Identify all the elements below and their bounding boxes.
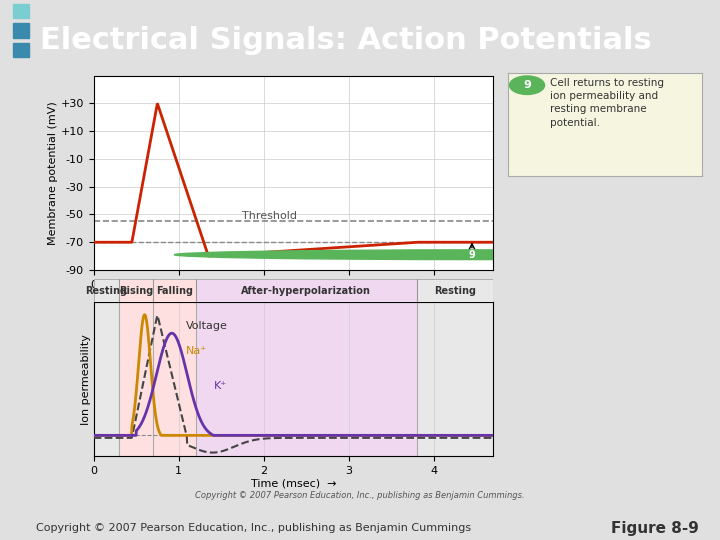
Bar	[417, 279, 493, 302]
Bar	[94, 279, 119, 302]
Text: Copyright © 2007 Pearson Education, Inc., publishing as Benjamin Cummings.: Copyright © 2007 Pearson Education, Inc.…	[195, 491, 525, 500]
Bar	[196, 279, 417, 302]
Text: Rising: Rising	[119, 286, 153, 295]
Bar	[119, 302, 153, 456]
X-axis label: Time (msec)  →: Time (msec) →	[251, 479, 336, 489]
Y-axis label: Membrane potential (mV): Membrane potential (mV)	[48, 101, 58, 245]
Bar	[13, 23, 29, 38]
Text: 9: 9	[523, 80, 531, 90]
Text: Na⁺: Na⁺	[186, 346, 207, 356]
Bar	[94, 302, 119, 456]
Text: Threshold: Threshold	[243, 211, 297, 221]
Text: Copyright © 2007 Pearson Education, Inc., publishing as Benjamin Cummings: Copyright © 2007 Pearson Education, Inc.…	[36, 523, 471, 533]
Circle shape	[510, 76, 544, 94]
Text: Voltage: Voltage	[186, 321, 228, 332]
Circle shape	[174, 250, 720, 260]
Text: After-hyperpolarization: After-hyperpolarization	[241, 286, 371, 295]
Text: Resting: Resting	[434, 286, 476, 295]
Text: K⁺: K⁺	[215, 381, 228, 390]
Y-axis label: Ion permeability: Ion permeability	[81, 334, 91, 425]
Text: Figure 8-9: Figure 8-9	[611, 521, 698, 536]
Text: 9: 9	[469, 249, 475, 260]
Text: Cell returns to resting
ion permeability and
resting membrane
potential.: Cell returns to resting ion permeability…	[550, 78, 665, 127]
Text: Falling: Falling	[156, 286, 193, 295]
Bar	[153, 302, 196, 456]
Bar	[119, 279, 153, 302]
X-axis label: Time (msec)  →: Time (msec) →	[251, 293, 336, 302]
Text: Electrical Signals: Action Potentials: Electrical Signals: Action Potentials	[40, 26, 652, 55]
Text: Resting: Resting	[86, 286, 127, 295]
Bar	[153, 279, 196, 302]
Bar	[196, 302, 417, 456]
Bar	[13, 43, 29, 57]
Bar	[13, 4, 29, 18]
Bar	[417, 302, 493, 456]
